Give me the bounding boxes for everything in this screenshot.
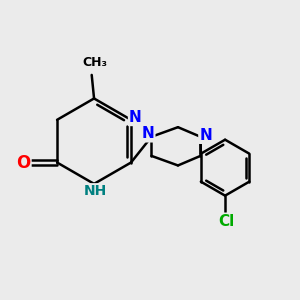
Text: Cl: Cl (218, 214, 235, 229)
Text: N: N (200, 128, 212, 143)
Text: CH₃: CH₃ (82, 56, 107, 69)
Text: N: N (142, 126, 154, 141)
Text: NH: NH (84, 184, 107, 198)
Text: N: N (129, 110, 142, 125)
Text: O: O (16, 154, 30, 172)
